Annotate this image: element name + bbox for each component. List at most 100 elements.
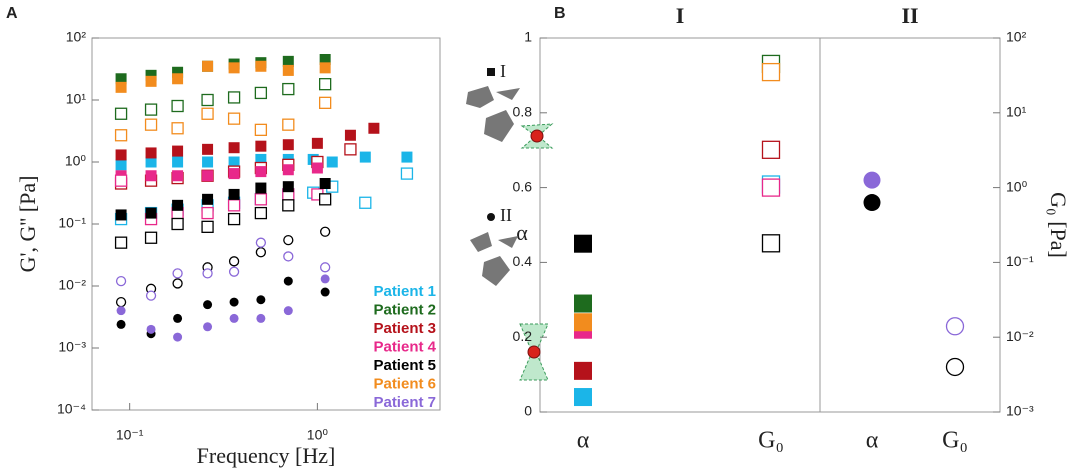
y-axis-title: α bbox=[516, 220, 528, 245]
y-tick-label: 1 bbox=[524, 29, 532, 45]
annotation: II bbox=[500, 205, 512, 225]
data-point bbox=[320, 274, 330, 284]
data-point bbox=[282, 181, 294, 193]
data-point bbox=[202, 60, 214, 72]
data-point bbox=[228, 256, 240, 267]
data-point bbox=[115, 275, 127, 287]
data-point bbox=[144, 231, 158, 244]
data-point bbox=[228, 142, 240, 154]
data-point bbox=[311, 137, 323, 149]
y2-tick-label: 10² bbox=[1006, 29, 1027, 45]
y-tick-label: 0 bbox=[524, 403, 532, 419]
data-point bbox=[228, 156, 240, 168]
legend-entry: Patient 2 bbox=[373, 301, 436, 318]
legend-entry: Patient 7 bbox=[373, 394, 436, 411]
data-point bbox=[171, 122, 184, 135]
y-tick-label: 10⁻¹ bbox=[58, 215, 86, 231]
data-point bbox=[145, 75, 157, 87]
data-point bbox=[344, 129, 356, 141]
data-point bbox=[229, 297, 239, 307]
data-point bbox=[283, 276, 293, 286]
data-point bbox=[202, 268, 213, 279]
data-point bbox=[173, 332, 183, 342]
data-point bbox=[115, 149, 127, 161]
data-point bbox=[145, 207, 157, 219]
data-point bbox=[228, 62, 240, 74]
data-point bbox=[256, 295, 266, 305]
data-point bbox=[574, 294, 592, 313]
data-point bbox=[761, 140, 781, 159]
data-point bbox=[145, 69, 157, 81]
data-point bbox=[144, 118, 158, 131]
legend-entry: Patient 5 bbox=[373, 357, 436, 374]
legend-entry: Patient 6 bbox=[373, 375, 436, 392]
group-label: II bbox=[901, 3, 918, 28]
y2-tick-label: 10⁻³ bbox=[1006, 403, 1034, 419]
data-point bbox=[863, 171, 881, 189]
data-point bbox=[114, 236, 128, 249]
data-point bbox=[254, 123, 268, 137]
x-tick-label: G₀ bbox=[758, 428, 784, 454]
data-point bbox=[145, 170, 157, 182]
data-point bbox=[172, 268, 183, 279]
data-point bbox=[574, 313, 592, 332]
data-point bbox=[283, 234, 294, 246]
data-point bbox=[201, 107, 214, 120]
data-point bbox=[761, 234, 781, 253]
data-point bbox=[202, 193, 214, 205]
data-point bbox=[144, 103, 158, 116]
data-point bbox=[283, 306, 293, 316]
y-tick-label: 10⁻² bbox=[58, 277, 86, 293]
data-point bbox=[171, 99, 184, 113]
plot-frame bbox=[539, 37, 1001, 413]
data-point bbox=[344, 143, 357, 156]
x-tick-label: 10⁻¹ bbox=[116, 427, 144, 443]
data-point bbox=[254, 206, 268, 220]
data-point bbox=[145, 147, 157, 159]
data-point bbox=[319, 96, 332, 109]
y-axis-title: G', G'' [Pa] bbox=[15, 176, 40, 273]
data-point bbox=[574, 388, 592, 407]
data-point bbox=[201, 93, 214, 107]
y-tick-label: 10⁻⁴ bbox=[57, 401, 86, 417]
data-point bbox=[319, 62, 331, 74]
y2-tick-label: 10⁰ bbox=[1006, 178, 1028, 194]
x-tick-label: 10⁰ bbox=[307, 427, 329, 443]
data-point bbox=[145, 156, 157, 168]
data-point bbox=[227, 199, 241, 212]
data-point bbox=[254, 86, 268, 100]
data-point bbox=[172, 66, 184, 78]
y-tick-label: 10⁻³ bbox=[58, 339, 86, 355]
data-point bbox=[254, 193, 268, 206]
data-point bbox=[116, 306, 126, 316]
x-tick-label: α bbox=[577, 428, 590, 454]
data-point bbox=[202, 143, 214, 155]
data-point bbox=[761, 62, 781, 82]
panel-label: A bbox=[6, 5, 18, 22]
data-point bbox=[574, 361, 592, 380]
data-point bbox=[255, 237, 267, 248]
data-point bbox=[319, 193, 332, 206]
y-tick-label: 10² bbox=[66, 29, 87, 45]
data-point bbox=[201, 220, 214, 233]
data-point bbox=[311, 162, 323, 174]
data-point bbox=[202, 156, 214, 168]
data-point bbox=[945, 317, 965, 336]
data-point bbox=[282, 164, 294, 176]
data-point bbox=[114, 107, 128, 120]
data-point bbox=[172, 170, 184, 182]
x-tick-label: α bbox=[866, 428, 879, 454]
data-point bbox=[145, 290, 157, 301]
data-point bbox=[282, 118, 295, 131]
data-point bbox=[319, 78, 332, 91]
y2-tick-label: 10¹ bbox=[1006, 104, 1027, 120]
data-point bbox=[229, 313, 239, 323]
data-point bbox=[282, 199, 295, 212]
data-point bbox=[255, 140, 267, 152]
data-point bbox=[319, 178, 331, 190]
y-tick-label: 0.4 bbox=[513, 253, 533, 269]
data-point bbox=[255, 153, 267, 165]
data-point bbox=[227, 91, 241, 104]
data-point bbox=[228, 168, 240, 180]
